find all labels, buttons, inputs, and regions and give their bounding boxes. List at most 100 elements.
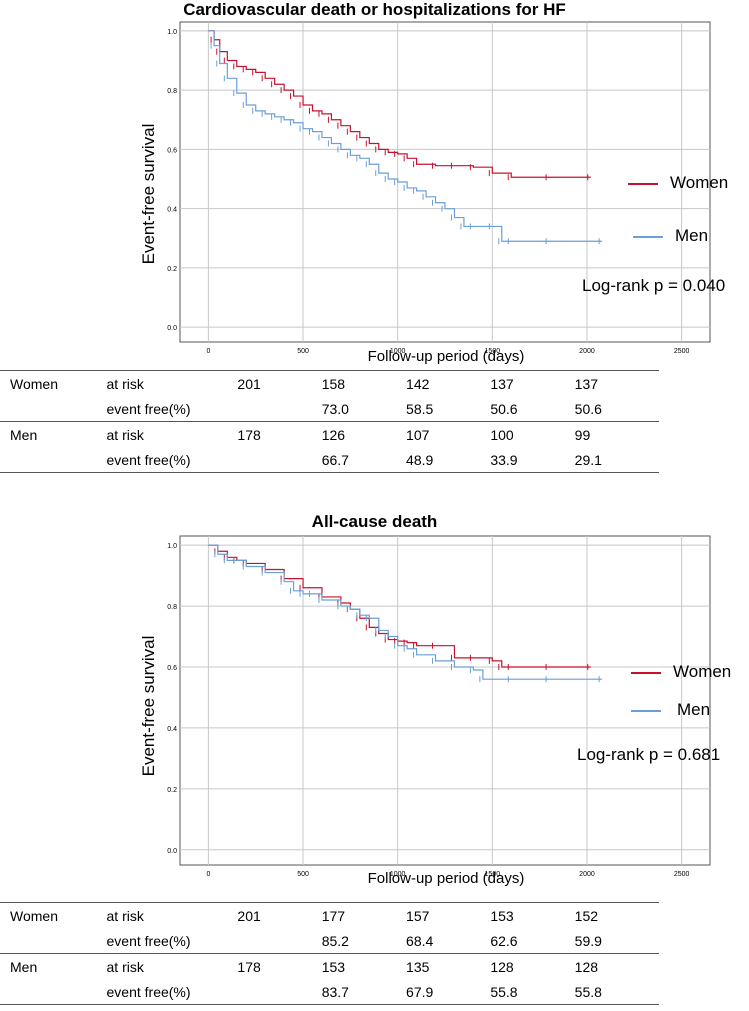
row-label: event free(%) — [106, 979, 238, 1005]
y-tick-label: 0.2 — [167, 787, 177, 794]
table-cell: 137 — [490, 370, 575, 396]
table-cell: 178 — [237, 421, 322, 447]
group-label — [0, 928, 107, 954]
logrank-annotation: Log-rank p = 0.040 — [582, 276, 726, 295]
table-cell: 67.9 — [406, 979, 491, 1005]
table-row: event free(%) 73.0 58.5 50.6 50.6 — [0, 396, 659, 422]
table-cell: 55.8 — [574, 979, 659, 1005]
table-cell: 153 — [321, 953, 407, 979]
table-row: Women at risk 201 177 157 153 152 — [0, 902, 659, 928]
table-cell: 152 — [574, 902, 659, 928]
risk-table: Women at risk 201 158 142 137 137 event … — [0, 370, 659, 473]
x-tick-label: 500 — [297, 348, 309, 355]
table-row: event free(%) 66.7 48.9 33.9 29.1 — [0, 447, 659, 473]
table-cell: 126 — [321, 421, 407, 447]
table-cell — [237, 928, 321, 954]
table-cell: 158 — [321, 370, 407, 396]
y-tick-label: 0.8 — [167, 88, 177, 95]
chart-title: Cardiovascular death or hospitalizations… — [183, 0, 566, 19]
table-cell: 33.9 — [490, 447, 575, 473]
legend-label-men: Men — [675, 226, 709, 245]
km-plot-cv-death: 0.0 0.2 0.4 0.6 0.8 1.0 0 500 1000 1500 2000 2500 — [167, 21, 711, 355]
km-panel-cv-death: Cardiovascular death or hospitalizations… — [0, 0, 749, 495]
row-label: at risk — [106, 953, 238, 979]
table-cell — [237, 447, 322, 473]
table-cell: 55.8 — [490, 979, 575, 1005]
row-label: event free(%) — [106, 932, 191, 949]
row-label: at risk — [106, 370, 238, 396]
legend-swatch-women — [631, 672, 661, 674]
table-cell: 135 — [406, 953, 491, 979]
table-cell: 128 — [490, 953, 575, 979]
table-cell: 178 — [237, 953, 322, 979]
table-row: Women at risk 201 158 142 137 137 — [0, 370, 659, 396]
y-tick-label: 0.4 — [167, 207, 177, 214]
series-line-men — [208, 544, 603, 680]
x-axis-label: Follow-up period (days) — [367, 348, 525, 365]
table-cell: 99 — [574, 421, 659, 447]
legend-swatch-women — [628, 183, 658, 185]
table-cell: 66.7 — [321, 447, 407, 473]
y-tick-label: 0.2 — [167, 266, 177, 273]
table-cell: 58.5 — [406, 400, 434, 417]
y-tick-label: 1.0 — [167, 543, 177, 550]
table-cell: 201 — [237, 370, 322, 396]
x-tick-label: 2500 — [674, 871, 690, 878]
series-line-men — [208, 30, 603, 242]
x-tick-label: 0 — [206, 871, 210, 878]
x-tick-label: 2500 — [674, 348, 690, 355]
logrank-annotation: Log-rank p = 0.681 — [577, 745, 721, 764]
group-label: Men — [0, 953, 107, 979]
legend-label-women: Women — [670, 173, 729, 192]
group-label — [0, 979, 107, 1005]
y-axis-label: Event-free survival — [139, 123, 158, 265]
group-label: Women — [0, 370, 107, 396]
table-row: Men at risk 178 153 135 128 128 — [0, 953, 659, 979]
legend-label-men: Men — [677, 700, 711, 719]
km-plot-all-cause-death: 0.0 0.2 0.4 0.6 0.8 1.0 0 500 1000 1500 2000 2500 — [167, 535, 711, 878]
series-line-women — [208, 30, 591, 178]
table-cell — [237, 396, 321, 422]
table-cell: 153 — [490, 902, 575, 928]
x-tick-label: 500 — [297, 871, 309, 878]
y-tick-label: 0.6 — [167, 665, 177, 672]
x-tick-label: 1500 — [485, 348, 501, 355]
table-cell: 157 — [406, 902, 491, 928]
group-label: Women — [0, 902, 107, 928]
row-label: at risk — [106, 902, 238, 928]
table-cell: 68.4 — [406, 932, 434, 949]
table-cell: 62.6 — [490, 932, 518, 949]
x-tick-label: 2000 — [579, 348, 595, 355]
table-cell: 48.9 — [406, 447, 491, 473]
risk-table: Women at risk 201 177 157 153 152 event … — [0, 902, 659, 1005]
table-cell: 177 — [321, 902, 407, 928]
y-tick-label: 1.0 — [167, 29, 177, 36]
table-cell: 29.1 — [574, 447, 659, 473]
y-tick-label: 0.4 — [167, 726, 177, 733]
table-cell: 50.6 — [490, 400, 518, 417]
plot-frame — [179, 21, 711, 343]
table-row: event free(%) 85.2 68.4 62.6 59.9 — [0, 928, 659, 954]
legend-swatch-men — [631, 710, 661, 712]
x-tick-label: 1500 — [485, 871, 501, 878]
row-label: event free(%) — [106, 447, 238, 473]
table-cell — [237, 979, 322, 1005]
y-tick-label: 0.6 — [167, 147, 177, 154]
table-row: Men at risk 178 126 107 100 99 — [0, 421, 659, 447]
table-row: event free(%) 83.7 67.9 55.8 55.8 — [0, 979, 659, 1005]
table-cell: 100 — [490, 421, 575, 447]
chart-title: All-cause death — [311, 512, 438, 531]
y-tick-label: 0.8 — [167, 604, 177, 611]
table-cell: 50.6 — [574, 400, 602, 417]
table-cell: 128 — [574, 953, 659, 979]
table-cell: 142 — [406, 370, 491, 396]
legend-swatch-men — [633, 236, 663, 238]
x-tick-label: 1000 — [390, 871, 406, 878]
y-tick-label: 0.0 — [167, 325, 177, 332]
group-label — [0, 447, 107, 473]
table-cell: 59.9 — [574, 932, 602, 949]
table-cell: 73.0 — [321, 400, 349, 417]
plot-frame — [179, 535, 711, 866]
x-tick-label: 0 — [206, 348, 210, 355]
x-tick-label: 1000 — [390, 348, 406, 355]
